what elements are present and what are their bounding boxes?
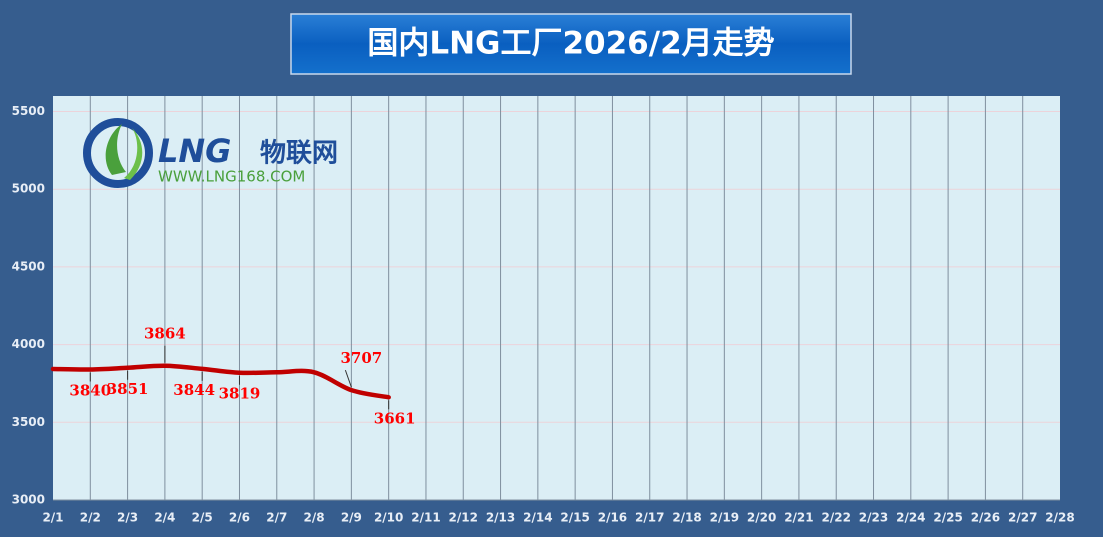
title-box: [290, 13, 852, 75]
x-tick-label: 2/22: [822, 511, 851, 525]
x-tick-label: 2/17: [635, 511, 664, 525]
data-label: 3840: [69, 381, 111, 399]
x-tick-label: 2/15: [560, 511, 589, 525]
data-label: 3844: [173, 381, 215, 399]
logo-name: 物联网: [260, 139, 338, 169]
x-tick-label: 2/25: [933, 511, 962, 525]
y-tick-label: 5500: [12, 104, 45, 118]
chart-title: 国内LNG工厂2026/2月走势: [367, 26, 774, 62]
x-tick-label: 2/11: [411, 511, 440, 525]
logo-ring: [83, 118, 153, 188]
x-tick-label: 2/20: [747, 511, 776, 525]
x-tick-label: 2/24: [896, 511, 925, 525]
x-tick-label: 2/9: [341, 511, 362, 525]
x-tick-label: 2/18: [672, 511, 701, 525]
data-label: 3864: [144, 325, 186, 343]
data-label: 3819: [219, 385, 261, 403]
x-tick-label: 2/2: [80, 511, 101, 525]
logo-url: WWW.LNG168.COM: [158, 168, 305, 186]
leader-line: [344, 369, 352, 388]
plot-area: [53, 96, 1060, 500]
x-tick-label: 2/23: [859, 511, 888, 525]
y-tick-label: 4000: [12, 337, 45, 351]
data-label: 3661: [374, 409, 416, 427]
logo-leaf: [124, 128, 143, 180]
x-tick-label: 2/26: [971, 511, 1000, 525]
logo-leaf: [105, 124, 126, 175]
y-tick-label: 5000: [12, 182, 45, 196]
x-tick-label: 2/7: [266, 511, 287, 525]
x-tick-label: 2/5: [192, 511, 213, 525]
x-tick-label: 2/8: [304, 511, 325, 525]
x-tick-label: 2/6: [229, 511, 250, 525]
x-tick-label: 2/14: [523, 511, 552, 525]
y-tick-label: 4500: [12, 259, 45, 273]
x-tick-label: 2/13: [486, 511, 515, 525]
x-tick-label: 2/19: [710, 511, 739, 525]
x-tick-label: 2/27: [1008, 511, 1037, 525]
line-series: [50, 363, 391, 400]
x-tick-label: 2/1: [42, 511, 63, 525]
y-tick-label: 3500: [12, 415, 45, 429]
x-tick-label: 2/12: [449, 511, 478, 525]
logo: LNG 物联网 WWW.LNG168.COM: [83, 118, 338, 188]
x-tick-label: 2/28: [1045, 511, 1074, 525]
x-tick-label: 2/4: [154, 511, 175, 525]
y-tick-label: 3000: [12, 493, 45, 507]
logo-brand: LNG: [158, 132, 231, 170]
x-tick-label: 2/16: [598, 511, 627, 525]
x-tick-label: 2/21: [784, 511, 813, 525]
data-label: 3851: [107, 380, 149, 398]
data-label: 3707: [340, 349, 382, 367]
x-tick-label: 2/10: [374, 511, 403, 525]
x-tick-label: 2/3: [117, 511, 138, 525]
